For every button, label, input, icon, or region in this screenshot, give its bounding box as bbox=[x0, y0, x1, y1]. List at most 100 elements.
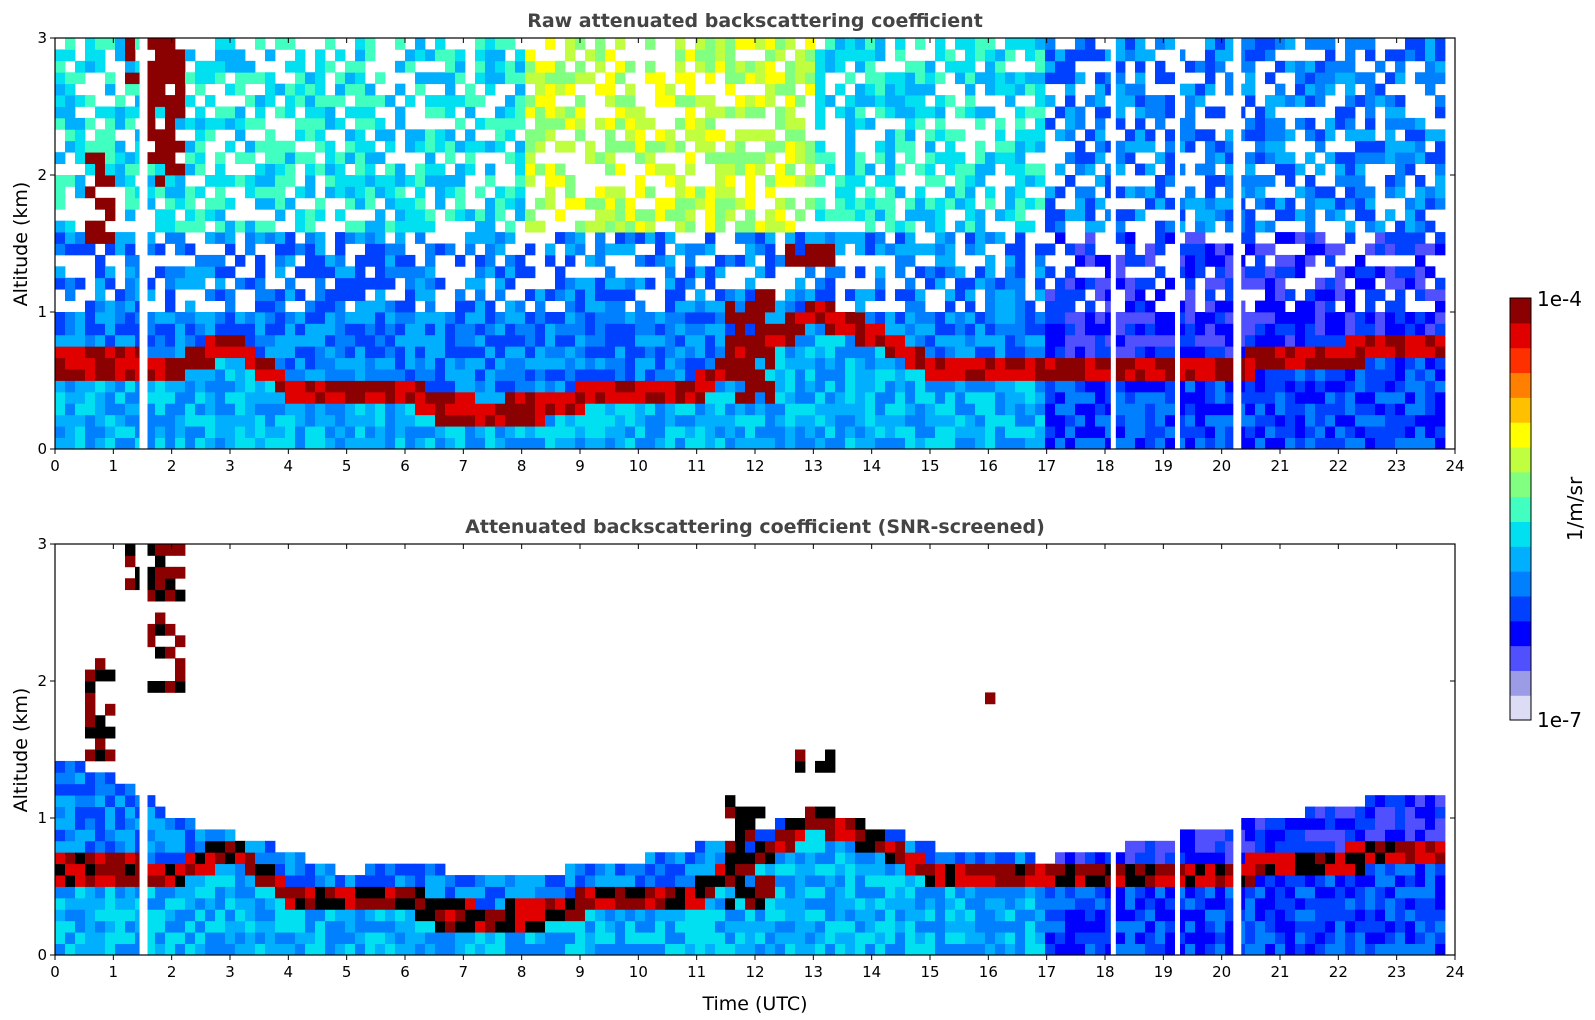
heatmap-cell bbox=[265, 875, 276, 887]
heatmap-cell bbox=[675, 312, 686, 324]
heatmap-cell bbox=[745, 357, 756, 370]
heatmap-cell bbox=[995, 391, 1006, 404]
heatmap-cell bbox=[365, 380, 376, 393]
heatmap-cell bbox=[495, 277, 506, 290]
heatmap-cell bbox=[825, 829, 836, 842]
heatmap-cell bbox=[315, 920, 326, 933]
heatmap-cell bbox=[645, 72, 656, 85]
heatmap-cell bbox=[935, 209, 946, 222]
heatmap-cell bbox=[475, 72, 486, 85]
heatmap-cell bbox=[465, 369, 476, 381]
heatmap-cell bbox=[905, 897, 916, 910]
heatmap-cell bbox=[205, 60, 216, 73]
heatmap-cell bbox=[385, 129, 396, 142]
heatmap-cell bbox=[1145, 49, 1156, 62]
heatmap-cell bbox=[315, 403, 326, 416]
heatmap-cell bbox=[915, 840, 926, 853]
heatmap-cell bbox=[1185, 312, 1196, 324]
heatmap-cell bbox=[675, 426, 686, 438]
heatmap-cell bbox=[1355, 403, 1366, 416]
heatmap-cell bbox=[745, 152, 756, 164]
heatmap-cell bbox=[1395, 72, 1406, 85]
heatmap-cell bbox=[305, 932, 316, 944]
heatmap-cell bbox=[1225, 163, 1236, 176]
heatmap-cell bbox=[745, 886, 756, 899]
heatmap-cell bbox=[55, 72, 66, 85]
heatmap-cell bbox=[1005, 357, 1016, 370]
heatmap-cell bbox=[725, 175, 736, 187]
heatmap-cell bbox=[315, 426, 326, 438]
heatmap-cell bbox=[295, 243, 306, 256]
heatmap-cell bbox=[685, 346, 696, 359]
heatmap-cell bbox=[1085, 129, 1096, 142]
heatmap-cell bbox=[275, 334, 286, 347]
heatmap-cell bbox=[595, 117, 606, 130]
heatmap-cell bbox=[1015, 909, 1026, 922]
heatmap-cell bbox=[665, 266, 676, 279]
heatmap-cell bbox=[945, 897, 956, 910]
heatmap-cell bbox=[535, 323, 546, 336]
heatmap-cell bbox=[1035, 380, 1046, 393]
heatmap-cell bbox=[945, 414, 956, 427]
heatmap-cell bbox=[485, 140, 496, 153]
heatmap-cell bbox=[1375, 60, 1386, 73]
heatmap-cell bbox=[575, 95, 586, 107]
heatmap-cell bbox=[1385, 129, 1396, 142]
heatmap-cell bbox=[1275, 357, 1286, 370]
heatmap-cell bbox=[1345, 300, 1356, 313]
heatmap-cell bbox=[445, 209, 456, 222]
heatmap-cell bbox=[1215, 175, 1226, 187]
heatmap-cell bbox=[1345, 346, 1356, 359]
heatmap-cell bbox=[255, 186, 266, 199]
heatmap-cell bbox=[645, 323, 656, 336]
heatmap-cell bbox=[695, 886, 706, 899]
heatmap-cell bbox=[795, 289, 806, 301]
heatmap-cell bbox=[645, 357, 656, 370]
heatmap-cell bbox=[175, 391, 186, 404]
heatmap-cell bbox=[785, 840, 796, 853]
heatmap-cell bbox=[175, 863, 186, 876]
heatmap-cell bbox=[215, 266, 226, 279]
heatmap-cell bbox=[795, 49, 806, 62]
heatmap-cell bbox=[815, 289, 826, 301]
heatmap-cell bbox=[585, 312, 596, 324]
heatmap-cell bbox=[555, 932, 566, 944]
heatmap-cell bbox=[795, 209, 806, 222]
heatmap-cell bbox=[285, 38, 296, 50]
heatmap-cell bbox=[605, 277, 616, 290]
heatmap-cell bbox=[935, 403, 946, 416]
heatmap-cell bbox=[1135, 83, 1146, 96]
heatmap-cell bbox=[175, 681, 186, 693]
heatmap-cell bbox=[805, 897, 816, 910]
heatmap-cell bbox=[875, 72, 886, 85]
heatmap-cell bbox=[1015, 380, 1026, 393]
heatmap-cell bbox=[885, 163, 896, 176]
heatmap-cell bbox=[1335, 266, 1346, 279]
heatmap-cell bbox=[555, 72, 566, 85]
heatmap-cell bbox=[815, 840, 826, 853]
heatmap-cell bbox=[785, 932, 796, 944]
heatmap-cell bbox=[975, 266, 986, 279]
heatmap-cell bbox=[1065, 60, 1076, 73]
heatmap-cell bbox=[835, 426, 846, 438]
heatmap-cell bbox=[505, 152, 516, 164]
heatmap-cell bbox=[855, 829, 866, 842]
heatmap-cell bbox=[1215, 60, 1226, 73]
heatmap-cell bbox=[1295, 426, 1306, 438]
heatmap-cell bbox=[845, 886, 856, 899]
heatmap-cell bbox=[1315, 60, 1326, 73]
heatmap-cell bbox=[1325, 72, 1336, 85]
heatmap-cell bbox=[805, 197, 816, 210]
heatmap-cell bbox=[95, 380, 106, 393]
heatmap-cell bbox=[595, 369, 606, 381]
heatmap-cell bbox=[85, 715, 96, 728]
heatmap-cell bbox=[1095, 437, 1106, 449]
heatmap-cell bbox=[715, 106, 726, 119]
heatmap-cell bbox=[705, 312, 716, 324]
heatmap-cell bbox=[765, 829, 776, 842]
heatmap-cell bbox=[525, 403, 536, 416]
heatmap-cell bbox=[1055, 852, 1066, 865]
heatmap-cell bbox=[985, 403, 996, 416]
heatmap-cell bbox=[125, 117, 136, 130]
heatmap-cell bbox=[685, 152, 696, 164]
